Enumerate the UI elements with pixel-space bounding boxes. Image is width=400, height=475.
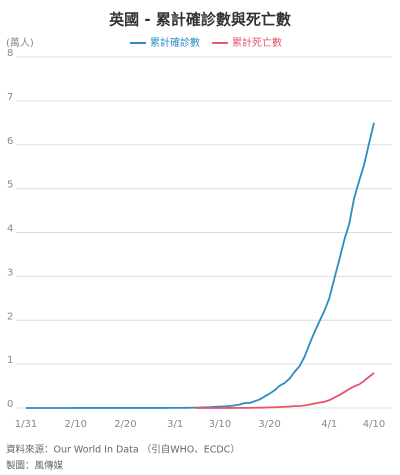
y-tick-label: 4 [7, 224, 13, 235]
x-tick-label: 3/10 [209, 419, 231, 430]
data-line [195, 372, 375, 409]
x-tick-label: 3/20 [258, 419, 280, 430]
y-tick-label: 6 [7, 136, 13, 147]
y-tick-label: 5 [7, 180, 13, 191]
x-tick-label: 1/31 [15, 419, 37, 430]
chart-title: 英國 - 累計確診數與死亡數 [109, 11, 291, 29]
y-tick-label: 7 [7, 92, 13, 103]
x-tick-label: 4/1 [321, 419, 337, 430]
y-axis-label: (萬人) [6, 36, 34, 49]
x-tick-label: 2/20 [114, 419, 136, 430]
y-tick-label: 0 [7, 399, 13, 410]
source-note: 資料來源：Our World In Data （引自WHO、ECDC） [6, 444, 240, 456]
y-tick-label: 1 [7, 355, 13, 366]
y-tick-label: 8 [7, 48, 13, 59]
credit-note: 製圖：風傳媒 [6, 460, 64, 472]
legend-label: 累計死亡數 [232, 36, 282, 49]
x-tick-label: 3/1 [167, 419, 183, 430]
x-tick-label: 4/10 [363, 419, 385, 430]
legend-label: 累計確診數 [150, 36, 200, 49]
data-line [26, 122, 375, 409]
x-tick-label: 2/10 [64, 419, 86, 430]
y-tick-label: 3 [7, 267, 13, 278]
y-tick-label: 2 [7, 311, 13, 322]
